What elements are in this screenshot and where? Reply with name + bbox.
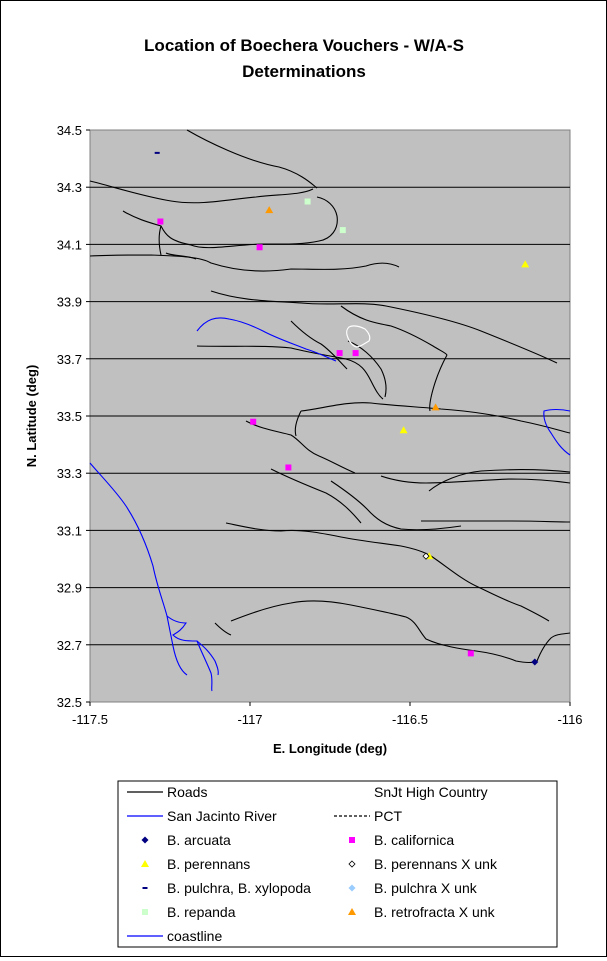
y-tick-label: 33.9	[57, 295, 82, 310]
data-points	[154, 151, 539, 666]
legend-label-b-pulchra-b-xylopoda: B. pulchra, B. xylopoda	[167, 880, 311, 896]
y-axis-label: N. Latitude (deg)	[24, 365, 39, 468]
x-tick-label: -116.5	[392, 712, 428, 727]
y-tick-label: 33.5	[57, 409, 82, 424]
point-b-arcuata	[531, 658, 539, 666]
chart-title-line1: Location of Boechera Vouchers - W/A-S	[144, 36, 464, 55]
legend-swatch-b-pulchra-b-xylopoda	[142, 887, 148, 889]
point-b-californica	[157, 218, 164, 225]
legend-label-coastline: coastline	[167, 928, 222, 944]
point-b-pulchra-b-xylopoda	[154, 151, 160, 154]
legend-label-b-perennans: B. perennans	[167, 856, 250, 872]
point-b-californica	[285, 464, 292, 471]
legend-label-b-retrofracta-x-unk: B. retrofracta X unk	[374, 904, 496, 920]
point-b-californica	[352, 350, 359, 357]
point-b-californica	[336, 350, 343, 357]
y-tick-label: 33.1	[57, 523, 82, 538]
x-tick-label: -117.5	[72, 712, 108, 727]
legend-swatch-b-retrofracta-x-unk	[348, 908, 356, 915]
legend-swatch-b-perennans-x-unk	[348, 860, 356, 868]
point-b-californica	[467, 650, 474, 657]
point-b-retrofracta-x-unk	[431, 403, 440, 411]
legend-swatch-b-pulchra-x-unk	[348, 884, 356, 892]
legend-swatch-b-californica	[349, 837, 355, 843]
x-axis-ticks: -117.5 -117 -116.5 -116	[72, 702, 583, 727]
y-tick-label: 32.7	[57, 638, 82, 653]
snjt-high-country-outline	[346, 325, 371, 348]
point-b-retrofracta-x-unk	[265, 206, 274, 214]
legend-swatch-b-arcuata	[141, 836, 149, 844]
point-b-californica	[250, 418, 257, 425]
y-axis-ticks: 32.5 32.7 32.9 33.1 33.3 33.5 33.7 33.9 34.1 34.3…	[57, 123, 90, 710]
legend-label-roads: Roads	[167, 784, 207, 800]
point-b-repanda	[304, 198, 311, 205]
legend-label-b-arcuata: B. arcuata	[167, 832, 231, 848]
x-tick-label: -116	[557, 712, 582, 727]
legend-label-san-jacinto-river: San Jacinto River	[167, 808, 277, 824]
legend-label-b-perennans-x-unk: B. perennans X unk	[374, 856, 498, 872]
chart-title-line2: Determinations	[242, 62, 366, 81]
point-b-californica	[256, 244, 263, 251]
y-tick-label: 32.9	[57, 581, 82, 596]
legend-label-b-californica: B. californica	[374, 832, 454, 848]
legend-label-b-pulchra-x-unk: B. pulchra X unk	[374, 880, 478, 896]
point-b-perennans	[399, 426, 408, 434]
legend-swatch-b-repanda	[142, 909, 148, 915]
coastline-line	[89, 408, 571, 692]
y-tick-label: 33.7	[57, 352, 82, 367]
legend-label-b-repanda: B. repanda	[167, 904, 236, 920]
y-tick-label: 34.1	[57, 237, 82, 252]
point-b-perennans	[521, 260, 530, 268]
x-tick-label: -117	[237, 712, 262, 727]
legend-box	[117, 780, 558, 948]
x-axis-label: E. Longitude (deg)	[273, 741, 387, 756]
y-tick-label: 32.5	[57, 695, 82, 710]
y-tick-label: 34.5	[57, 123, 82, 138]
legend-swatch-b-perennans	[141, 860, 149, 867]
map-roads	[89, 129, 571, 664]
san-jacinto-river-line	[196, 317, 337, 362]
point-b-perennans-x-unk	[422, 552, 430, 560]
legend: Roads SnJt High Country San Jacinto River P…	[127, 784, 498, 944]
legend-label-pct: PCT	[374, 808, 402, 824]
y-tick-label: 33.3	[57, 466, 82, 481]
point-b-repanda	[339, 227, 346, 234]
y-tick-label: 34.3	[57, 180, 82, 195]
legend-label-snjt-high-country: SnJt High Country	[374, 784, 488, 800]
